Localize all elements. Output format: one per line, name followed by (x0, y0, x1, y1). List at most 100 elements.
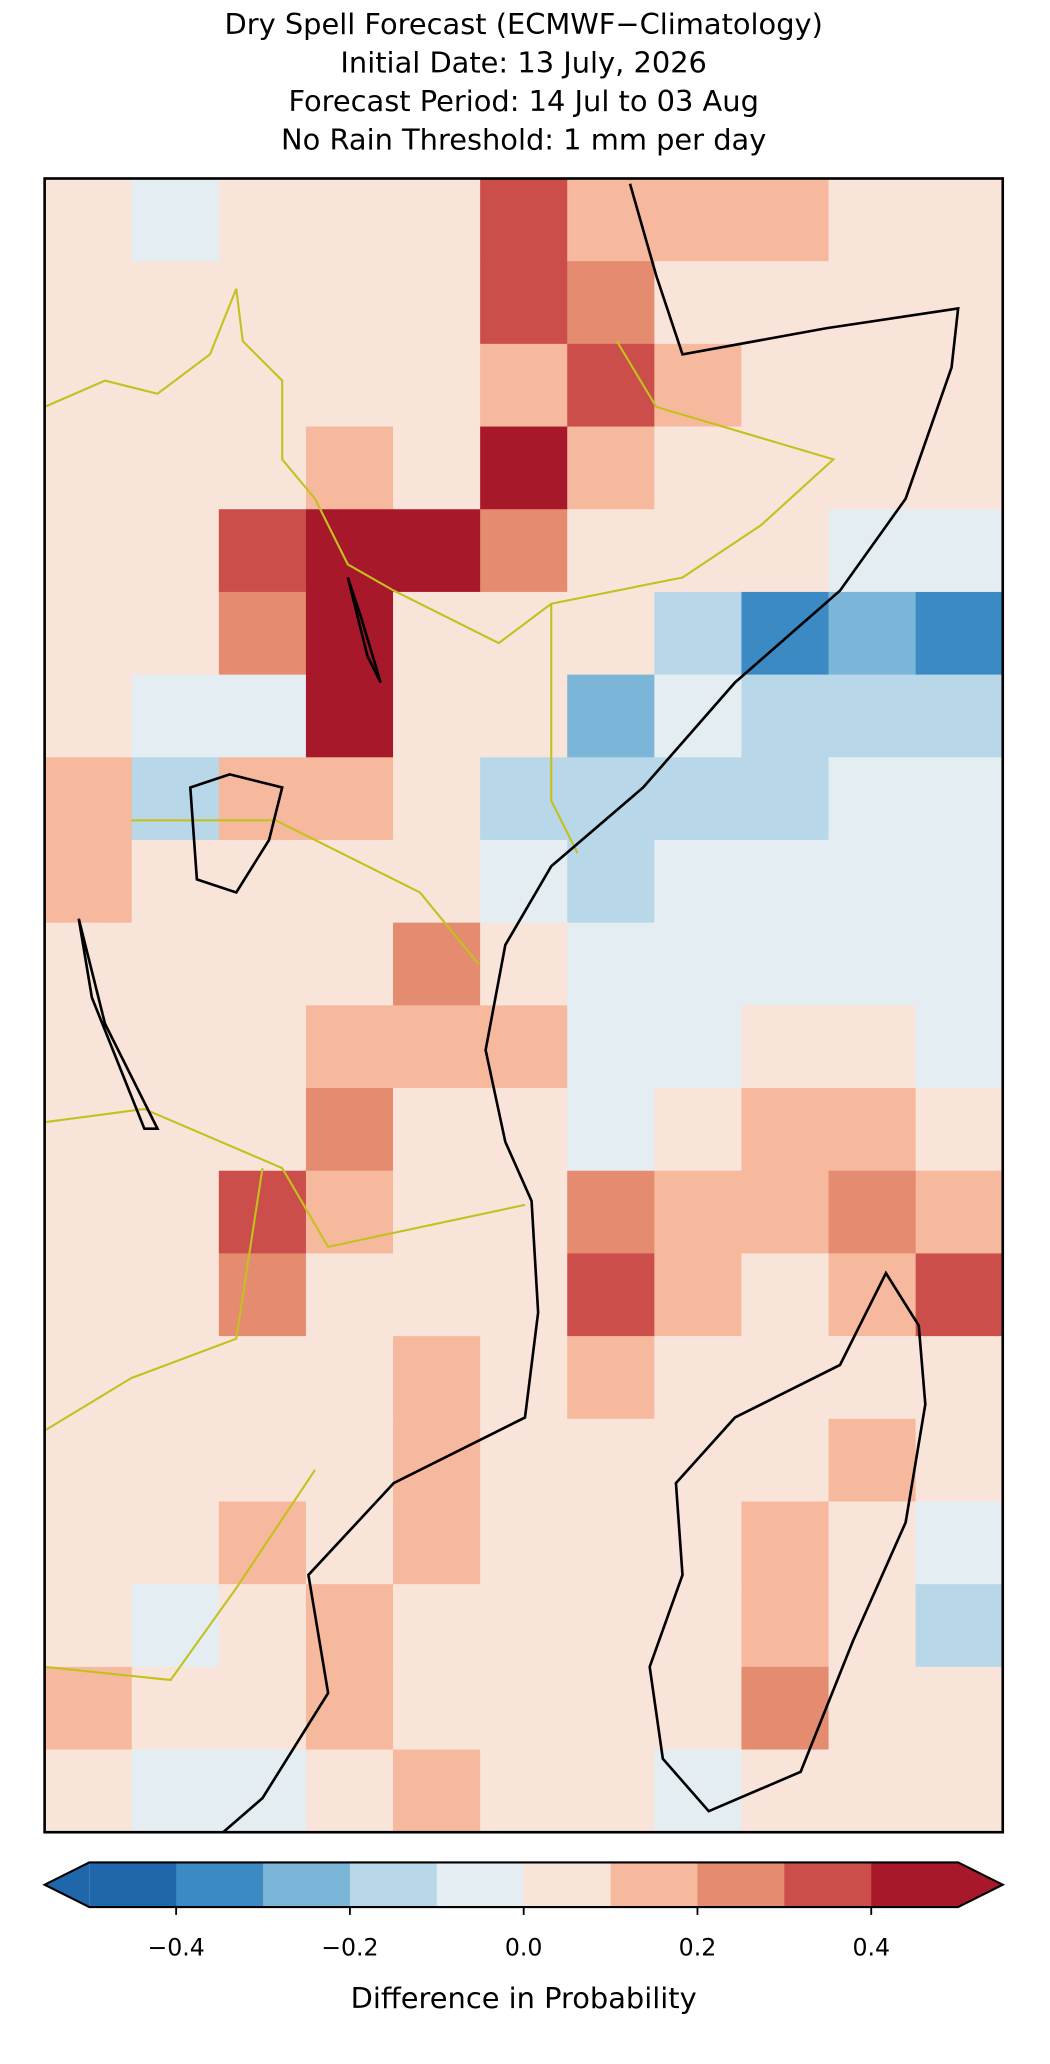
grid-cell (567, 591, 655, 676)
grid-cell (218, 1005, 307, 1089)
grid-cell (218, 839, 307, 924)
grid-cell (567, 261, 655, 345)
grid-cell (915, 1666, 1004, 1751)
grid-cell (393, 1666, 481, 1751)
grid-cell (915, 178, 1004, 262)
grid-cell (44, 1088, 133, 1172)
grid-cell (480, 1253, 568, 1337)
grid-cell (44, 1418, 133, 1503)
grid-cell (480, 261, 568, 345)
colorbar-label: Difference in Probability (351, 1981, 697, 2015)
grid-cell (44, 1005, 133, 1089)
grid-cell (131, 1418, 220, 1503)
grid-cell (305, 426, 394, 510)
grid-cell (567, 1749, 655, 1833)
coastlines (77, 183, 960, 1834)
grid-cell (741, 839, 830, 924)
grid-cell (654, 1253, 743, 1337)
grid-cell (44, 839, 133, 924)
colorbar-segment (176, 1862, 264, 1908)
grid-cell (654, 1749, 743, 1833)
grid-cell (393, 757, 481, 841)
grid-cell (44, 1584, 133, 1668)
grid-cell (741, 1005, 830, 1089)
grid-cell (567, 178, 655, 262)
grid-cell (393, 1584, 481, 1668)
grid-cell (218, 1170, 307, 1255)
grid-cell (480, 178, 568, 262)
grid-cell (567, 509, 655, 593)
grid-cell (828, 757, 917, 841)
grid-cell (828, 509, 917, 593)
grid-cell (915, 1253, 1004, 1337)
grid-cell (828, 178, 917, 262)
grid-cell (305, 343, 394, 428)
grid-cell (567, 839, 655, 924)
grid-cell (393, 1253, 481, 1337)
grid-cell (828, 839, 917, 924)
grid-cell (218, 1088, 307, 1172)
grid-cell (44, 178, 133, 262)
colorbar-tick-label: 0.4 (852, 1934, 890, 1962)
colorbar-segment (610, 1862, 698, 1908)
grid-cell (44, 757, 133, 841)
grid-cell (393, 922, 481, 1007)
colorbar: −0.4 −0.2 0.0 0.2 0.4 (42, 1861, 1006, 1962)
grid-cell (305, 674, 394, 758)
grid-cell (480, 1005, 568, 1089)
grid-cell (741, 343, 830, 428)
grid-cell (393, 178, 481, 262)
grid-cell (567, 757, 655, 841)
grid-cell (567, 1170, 655, 1255)
grid-cell (44, 1170, 133, 1255)
grid-cell (741, 1418, 830, 1503)
grid-cell (305, 1253, 394, 1337)
grid-cell (218, 178, 307, 262)
colorbar-segment (871, 1862, 959, 1908)
grid-cell (218, 1418, 307, 1503)
grid-cell (218, 1584, 307, 1668)
grid-cell (44, 674, 133, 758)
grid-cell (305, 1584, 394, 1668)
grid-cell (915, 922, 1004, 1007)
grid-cell (480, 674, 568, 758)
grid-cell (741, 1501, 830, 1585)
grid-cell (828, 261, 917, 345)
grid-cell (654, 1170, 743, 1255)
colorbar-segment (436, 1862, 525, 1908)
grid-cell (741, 922, 830, 1007)
grid-cell (654, 1584, 743, 1668)
grid-cell (654, 757, 743, 841)
colorbar-outline (42, 1861, 1006, 1909)
grid-cell (915, 1501, 1004, 1585)
grid-cell (654, 1088, 743, 1172)
grid-cell (131, 1170, 220, 1255)
grid-cell (305, 1336, 394, 1420)
grid-cell (741, 178, 830, 262)
grid-cell (480, 1501, 568, 1585)
grid-cell (915, 1418, 1004, 1503)
grid-cell (131, 922, 220, 1007)
grid-cell (567, 1501, 655, 1585)
grid-cell (741, 509, 830, 593)
grid-cell (915, 343, 1004, 428)
title-line: Initial Date: 13 July, 2026 (340, 46, 707, 80)
grid-cell (654, 1501, 743, 1585)
colorbar-extend-high (958, 1862, 1003, 1908)
grid-cell (915, 426, 1004, 510)
grid-cell (654, 1418, 743, 1503)
grid-cell (131, 1336, 220, 1420)
grid-cell (915, 1749, 1004, 1833)
grid-cell (480, 1336, 568, 1420)
grid-cell (44, 1336, 133, 1420)
grid-cell (44, 1666, 133, 1751)
grid-cell (393, 1501, 481, 1585)
grid-cell (218, 674, 307, 758)
grid-cell (828, 674, 917, 758)
grid-cell (480, 1418, 568, 1503)
grid-cell (480, 1666, 568, 1751)
grid-cell (44, 1749, 133, 1833)
grid-cell (741, 591, 830, 676)
grid-cell (567, 1584, 655, 1668)
